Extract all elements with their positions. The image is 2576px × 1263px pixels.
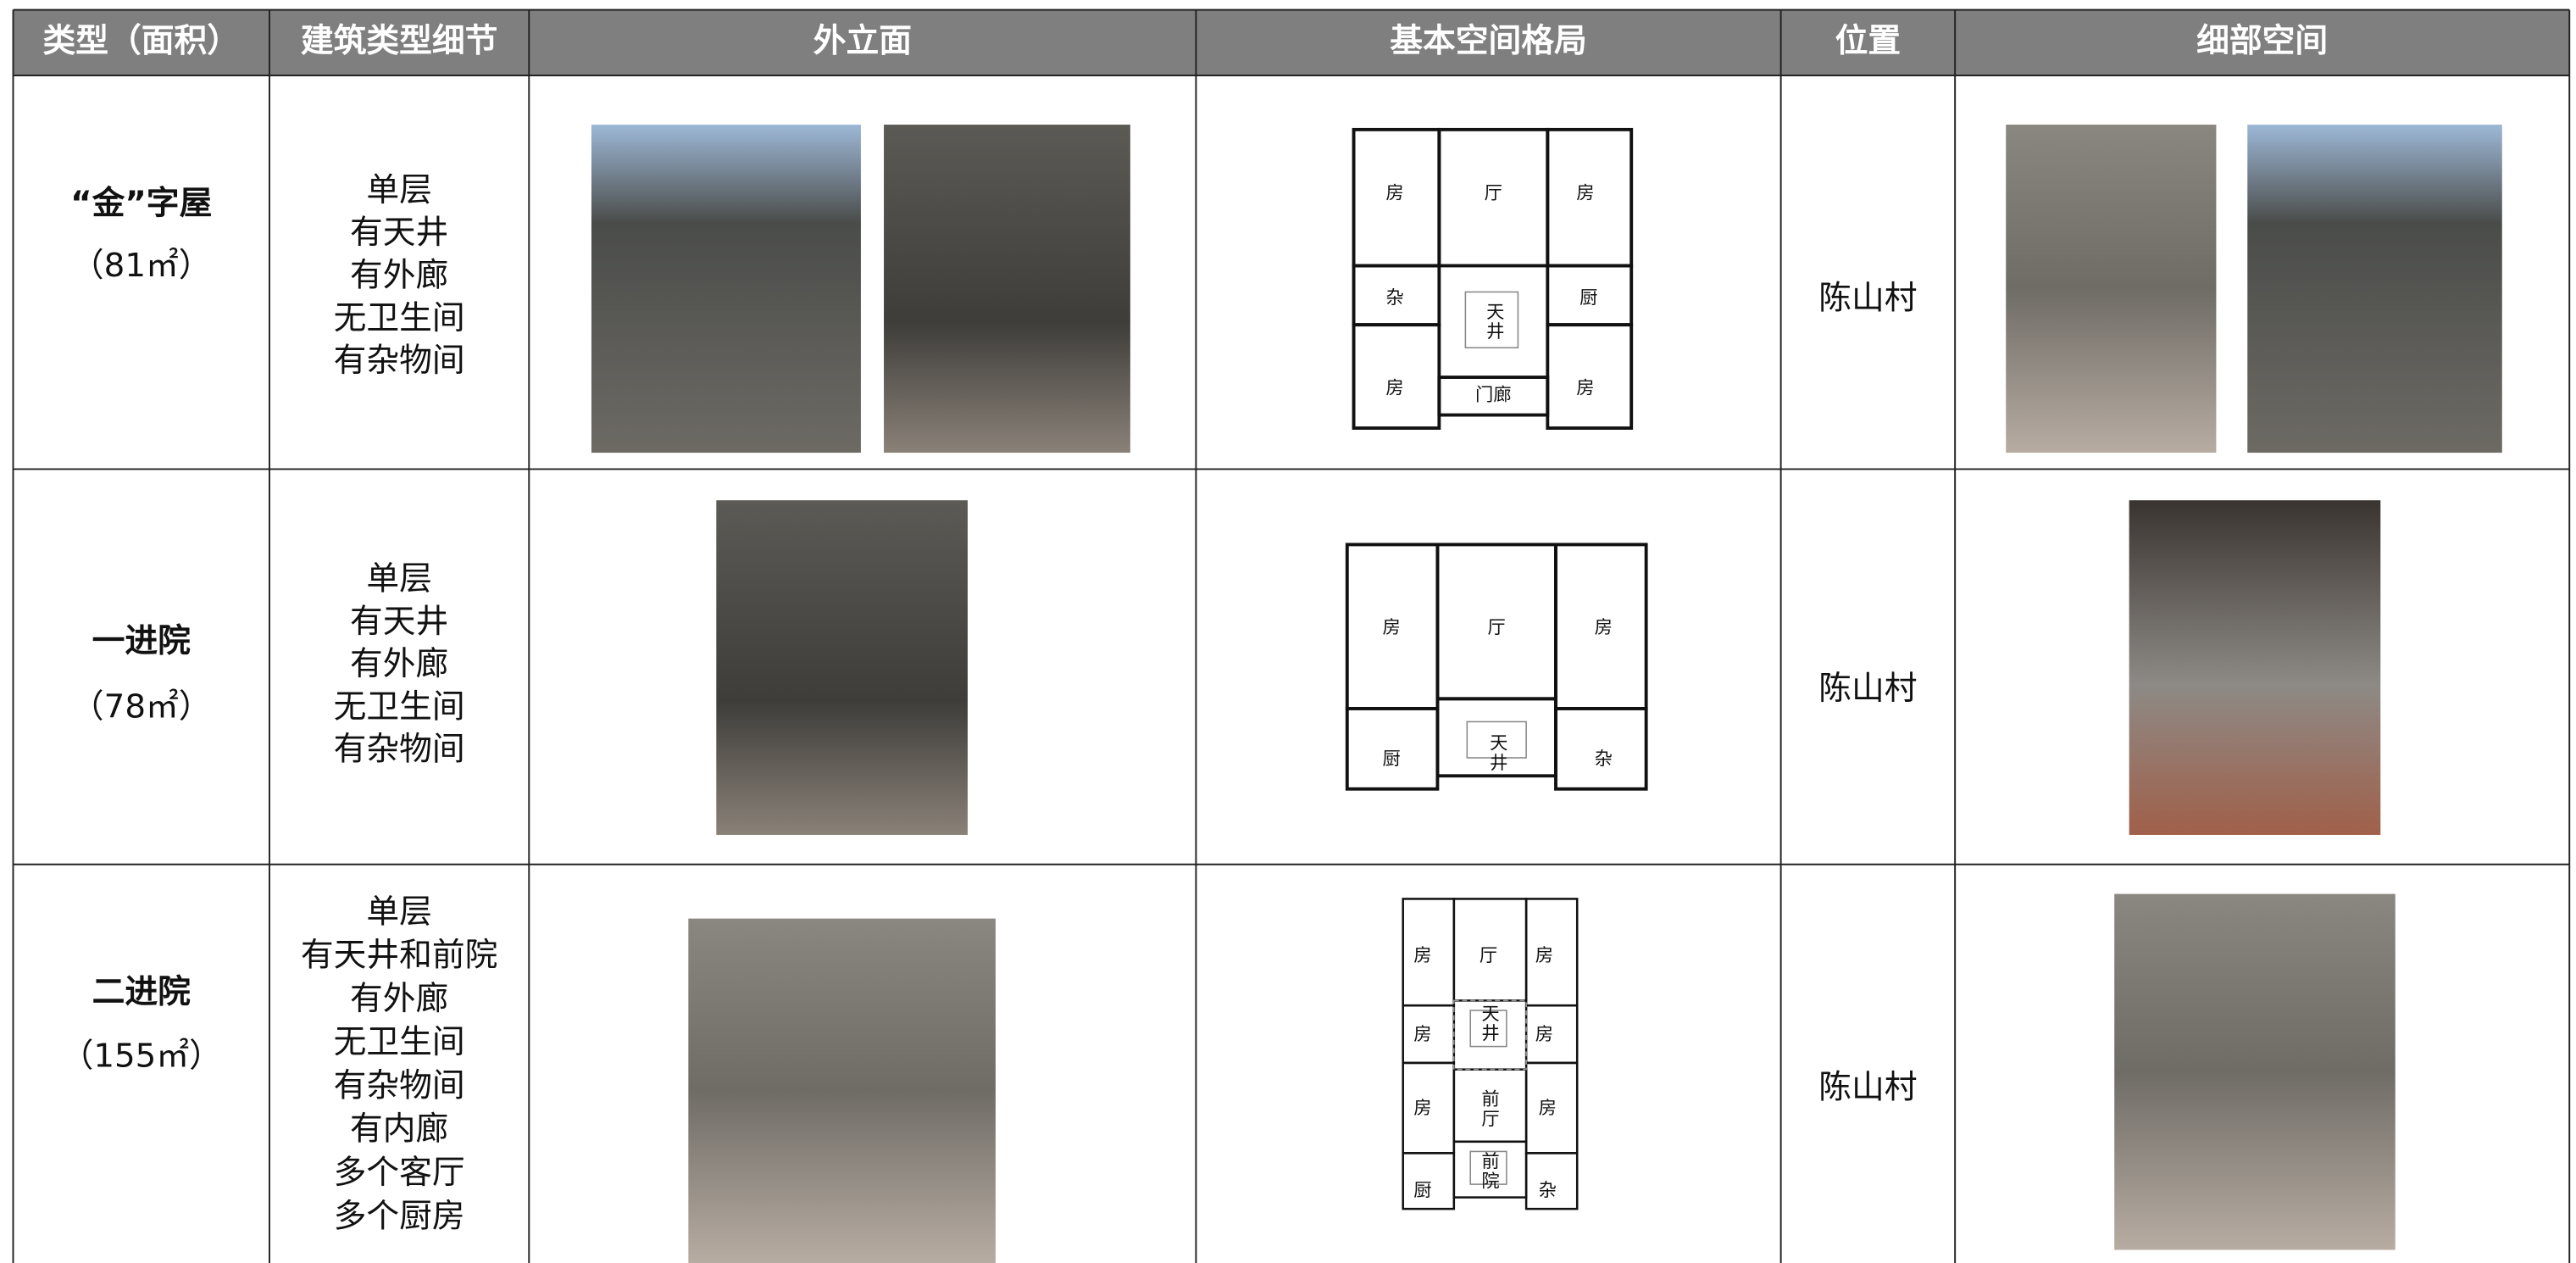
- plan-room: [1464, 291, 1519, 349]
- photo: [2006, 125, 2217, 453]
- header-cell: 外立面: [813, 22, 912, 60]
- plan-label: 天井: [1486, 733, 1507, 772]
- plan-label: 房: [1595, 617, 1613, 638]
- plan-room: [1352, 323, 1441, 430]
- header-cell: 基本空间格局: [1390, 22, 1587, 60]
- detail-line: 单层: [366, 893, 432, 931]
- plan-label: 前厅: [1479, 1089, 1500, 1129]
- plan-label: 杂: [1595, 748, 1613, 770]
- detail-line: 有外廊: [350, 645, 448, 683]
- detail-line: 有天井和前院: [301, 937, 498, 975]
- plan-label: 前院: [1479, 1151, 1500, 1191]
- location: 陈山村: [1818, 1068, 1917, 1106]
- detail-line: 无卫生间: [334, 687, 465, 726]
- plan-label: 房: [1413, 1098, 1431, 1119]
- detail-line: 有内廊: [350, 1110, 448, 1149]
- house-area: （155㎡）: [61, 1038, 222, 1076]
- plan-label: 房: [1385, 182, 1403, 203]
- plan-label: 厨: [1413, 1180, 1431, 1201]
- location: 陈山村: [1818, 280, 1917, 318]
- plan-room: [1453, 999, 1527, 1071]
- plan-label: 杂: [1385, 287, 1403, 309]
- plan-label: 房: [1535, 1024, 1553, 1045]
- plan-label: 房: [1576, 182, 1594, 203]
- plan-label: 厅: [1485, 182, 1502, 203]
- photo: [884, 125, 1130, 453]
- plan-room: [1546, 323, 1634, 430]
- detail-line: 多个客厅: [334, 1154, 465, 1192]
- photo: [2247, 125, 2502, 453]
- header-cell: 细部空间: [2196, 22, 2328, 60]
- plan-room: [1469, 1150, 1507, 1185]
- house-area: （81㎡）: [71, 247, 212, 285]
- plan-room: [1554, 707, 1648, 791]
- location: 陈山村: [1818, 670, 1917, 708]
- photo: [716, 500, 968, 835]
- plan-label: 房: [1539, 1098, 1557, 1119]
- plan-label: 房: [1382, 617, 1400, 638]
- header-bg: [13, 9, 2570, 76]
- detail-line: 有杂物间: [334, 731, 465, 769]
- plan-label: 杂: [1539, 1180, 1557, 1201]
- house-area: （78㎡）: [71, 687, 212, 726]
- detail-line: 有天井: [350, 214, 448, 252]
- plan-label: 厅: [1488, 617, 1506, 638]
- detail-line: 无卫生间: [334, 299, 465, 337]
- plan-label: 天井: [1479, 1004, 1500, 1043]
- detail-line: 有外廊: [350, 980, 448, 1018]
- photo: [591, 125, 861, 453]
- plan-room: [1469, 1010, 1507, 1048]
- photo: [2114, 893, 2396, 1250]
- plan-room: [1466, 721, 1527, 759]
- house-type: 二进院: [92, 973, 192, 1011]
- detail-line: 多个厨房: [334, 1197, 465, 1235]
- photo: [2129, 500, 2381, 835]
- detail-line: 有天井: [350, 603, 448, 641]
- header-cell: 位置: [1835, 22, 1901, 60]
- house-type: “金”字屋: [70, 184, 212, 222]
- plan-label: 厨: [1382, 748, 1400, 770]
- header-cell: 建筑类型细节: [301, 22, 498, 60]
- detail-line: 有杂物间: [334, 1066, 465, 1104]
- detail-line: 单层: [366, 171, 432, 209]
- plan-room: [1524, 1152, 1579, 1210]
- plan-label: 门廊: [1475, 384, 1512, 405]
- house-type: 一进院: [92, 622, 192, 660]
- plan-label: 厨: [1579, 287, 1597, 309]
- photo: [688, 918, 996, 1263]
- plan-label: 天井: [1483, 302, 1504, 341]
- plan-label: 房: [1535, 945, 1553, 966]
- plan-label: 房: [1413, 945, 1431, 966]
- detail-line: 单层: [366, 560, 432, 598]
- plan-label: 厅: [1480, 945, 1497, 966]
- plan-label: 房: [1385, 378, 1403, 399]
- header-cell: 类型（面积）: [42, 22, 240, 60]
- detail-line: 无卫生间: [334, 1023, 465, 1061]
- detail-line: 有杂物间: [334, 342, 465, 380]
- detail-line: 有外廊: [350, 257, 448, 295]
- plan-label: 房: [1576, 378, 1594, 399]
- plan-label: 房: [1413, 1024, 1431, 1045]
